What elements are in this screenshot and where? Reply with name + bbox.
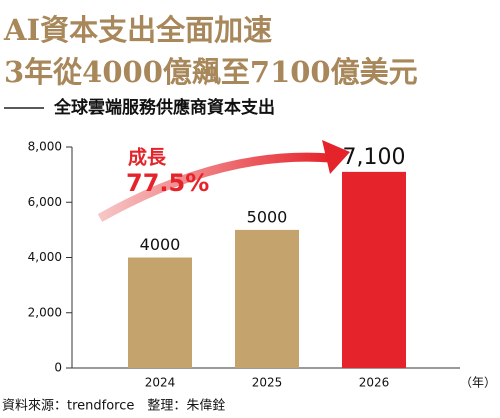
annotation-label: 成長 bbox=[128, 146, 167, 169]
growth-arrow-head bbox=[322, 140, 350, 174]
x-tick-label: 2024 bbox=[145, 376, 176, 390]
x-tick-label: 2025 bbox=[252, 376, 283, 390]
x-unit: （年） bbox=[460, 376, 496, 390]
y-tick-label: 6,000 bbox=[28, 195, 62, 209]
value-label: 7,100 bbox=[343, 145, 406, 170]
growth-arrow bbox=[97, 152, 331, 222]
bar bbox=[342, 171, 406, 368]
y-tick-label: 2,000 bbox=[28, 305, 62, 319]
chart-caption: 全球雲端服務供應商資本支出 bbox=[53, 97, 275, 118]
bar bbox=[128, 257, 192, 368]
chart-subtitle: 3年從4000億飆至7100億美元 bbox=[4, 55, 418, 89]
value-label: 4000 bbox=[140, 235, 181, 254]
y-tick-label: 0 bbox=[54, 361, 62, 375]
annotation-value: 77.5% bbox=[126, 169, 209, 197]
x-tick-label: 2026 bbox=[359, 376, 390, 390]
y-tick-label: 8,000 bbox=[28, 140, 62, 154]
bar bbox=[235, 229, 299, 368]
chart-title: AI資本支出全面加速 bbox=[3, 13, 272, 47]
y-tick-label: 4,000 bbox=[28, 250, 62, 264]
source: 資料來源：trendforce 整理：朱偉銓 bbox=[2, 399, 225, 414]
value-label: 5000 bbox=[247, 207, 288, 226]
